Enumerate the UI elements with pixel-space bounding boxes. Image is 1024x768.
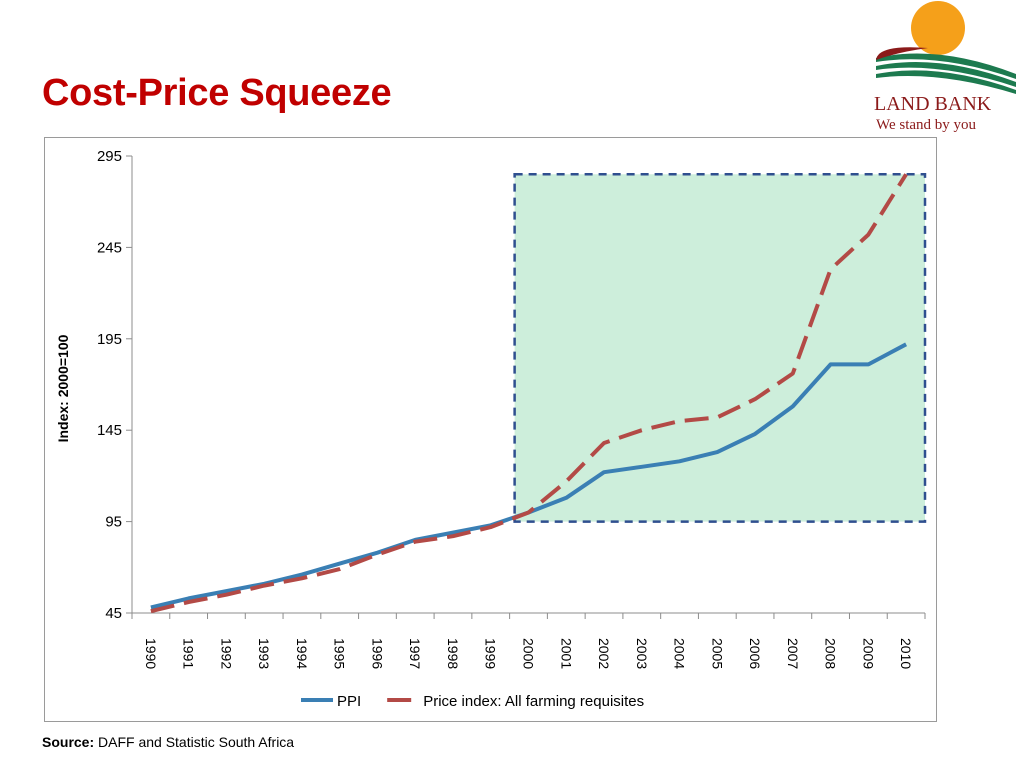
source-text: DAFF and Statistic South Africa [98, 734, 295, 750]
x-tick-label: 1994 [294, 638, 310, 669]
page-title: Cost-Price Squeeze [42, 72, 392, 114]
y-axis-title: Index: 2000=100 [55, 334, 71, 442]
sun-icon [911, 1, 965, 55]
x-tick-label: 2001 [558, 638, 574, 669]
x-tick-label: 2000 [521, 638, 537, 669]
y-tick-label: 145 [97, 422, 122, 439]
x-tick-label: 2006 [747, 638, 763, 669]
logo-tagline: We stand by you [876, 117, 977, 133]
y-tick-label: 45 [105, 605, 122, 622]
x-tick-label: 2009 [860, 638, 876, 669]
x-tick-label: 2010 [898, 638, 914, 669]
x-tick-label: 1999 [483, 638, 499, 669]
x-tick-label: 2005 [709, 638, 725, 669]
x-tick-label: 2004 [672, 638, 688, 669]
x-tick-label: 2007 [785, 638, 801, 669]
series-line-2 [150, 173, 908, 614]
x-tick-label: 1993 [256, 638, 272, 669]
legend-label-1: PPI [337, 693, 361, 710]
land-bank-logo: LAND BANK We stand by you [868, 0, 1024, 134]
field-stripe-icon [876, 53, 1016, 79]
y-tick-label: 295 [97, 148, 122, 165]
x-tick-label: 1991 [181, 638, 197, 669]
chart-frame: 45 95 145 195 245 295 1990 1991 1992 1993 1994 1995… [44, 137, 937, 722]
legend-label-2: Price index: All farming requisites [423, 693, 644, 710]
x-tick-label: 1995 [332, 638, 348, 669]
x-tick-label: 1996 [369, 638, 385, 669]
source-line: Source: DAFF and Statistic South Africa [42, 734, 294, 750]
line-chart: 45 95 145 195 245 295 1990 1991 1992 1993 1994 1995… [55, 148, 927, 710]
x-tick-label: 2008 [823, 638, 839, 669]
x-tick-label: 2002 [596, 638, 612, 669]
land-bank-logo-graphic: LAND BANK We stand by you [874, 1, 1016, 133]
y-tick-label: 95 [105, 514, 122, 531]
y-tick-label: 245 [97, 239, 122, 256]
x-tick-label: 1997 [407, 638, 423, 669]
source-label: Source: [42, 734, 95, 750]
x-tick-label: 1990 [143, 638, 159, 669]
x-tick-label: 1998 [445, 638, 461, 669]
x-tick-label: 1992 [218, 638, 234, 669]
logo-name: LAND BANK [874, 93, 992, 115]
x-tick-label: 2003 [634, 638, 650, 669]
y-tick-label: 195 [97, 331, 122, 348]
